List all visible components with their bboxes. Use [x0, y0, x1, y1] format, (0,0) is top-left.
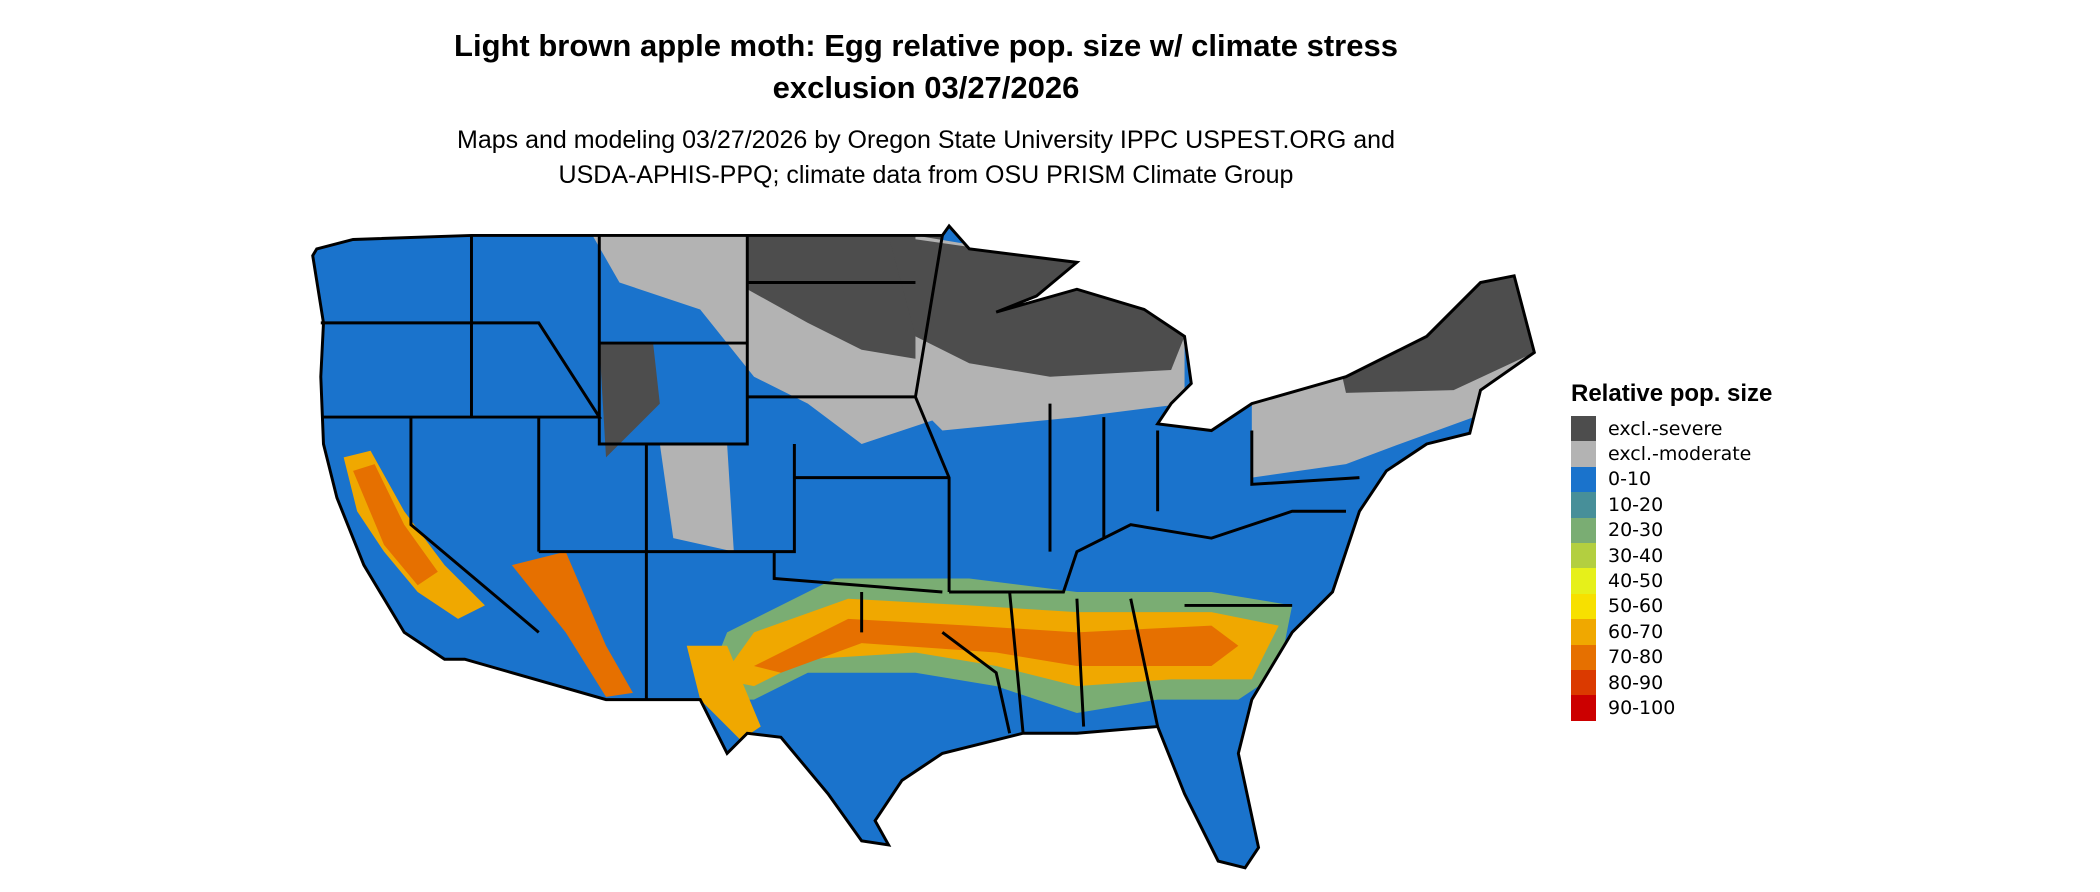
region-excl-severe-dakotas [747, 235, 943, 364]
legend-item: excl.-severe [1571, 416, 1772, 442]
legend-item: 80-90 [1571, 669, 1772, 696]
state-borders [311, 224, 1536, 870]
legend-item: 30-40 [1571, 542, 1772, 569]
legend-label: 20-30 [1608, 519, 1664, 542]
legend-swatch [1571, 568, 1596, 594]
legend-item: 20-30 [1571, 517, 1772, 543]
legend-label: excl.-moderate [1608, 443, 1752, 466]
legend-label: 40-50 [1608, 570, 1664, 593]
legend-label: 50-60 [1608, 595, 1664, 618]
legend-label: 30-40 [1608, 544, 1664, 567]
legend-swatch [1571, 669, 1596, 696]
map-title-line1: Light brown apple moth: Egg relative pop… [454, 28, 1398, 63]
legend-swatch [1571, 466, 1596, 493]
region-excl-severe-new-england [1339, 275, 1535, 393]
region-excl-moderate-colorado [659, 443, 734, 552]
legend-label: 80-90 [1608, 671, 1664, 694]
legend-item: 50-60 [1571, 593, 1772, 620]
legend-item: 60-70 [1571, 619, 1772, 645]
map-subtitle-line2: USDA-APHIS-PPQ; climate data from OSU PR… [558, 161, 1294, 189]
legend-swatch [1571, 695, 1596, 721]
map-title-line2: exclusion 03/27/2026 [772, 70, 1080, 105]
region-70-80-arizona [511, 551, 633, 697]
legend-items: excl.-severe excl.-moderate 0-10 10-20 20-30… [1571, 416, 1772, 721]
legend-item: 90-100 [1571, 695, 1772, 721]
legend-swatch [1571, 492, 1596, 518]
legend-swatch [1571, 619, 1596, 645]
region-60-70-new-mexico [686, 645, 761, 740]
legend-item: 70-80 [1571, 644, 1772, 670]
legend-item: 0-10 [1571, 466, 1772, 493]
legend-swatch [1571, 542, 1596, 569]
region-excl-severe-upper-midwest [888, 235, 1185, 377]
legend-item: excl.-moderate [1571, 441, 1772, 467]
legend-label: 70-80 [1608, 646, 1664, 669]
legend-label: excl.-severe [1608, 417, 1723, 440]
legend-swatch [1571, 441, 1596, 467]
legend-label: 60-70 [1608, 620, 1664, 643]
legend-swatch [1571, 517, 1596, 543]
legend-item: 10-20 [1571, 492, 1772, 518]
legend-title: Relative pop. size [1571, 380, 1773, 407]
legend-item: 40-50 [1571, 568, 1772, 594]
legend: Relative pop. size excl.-severe excl.-mod… [1571, 380, 1772, 721]
legend-swatch [1571, 416, 1596, 442]
legend-swatch [1571, 593, 1596, 620]
legend-label: 90-100 [1608, 696, 1676, 719]
legend-label: 10-20 [1608, 493, 1664, 516]
region-excl-severe-wyoming [599, 343, 660, 458]
legend-label: 0-10 [1608, 468, 1652, 491]
map-subtitle-line1: Maps and modeling 03/27/2026 by Oregon S… [457, 126, 1395, 154]
legend-swatch [1571, 644, 1596, 670]
region-70-80-southern-band [754, 618, 1239, 673]
region-70-80-california [353, 464, 438, 586]
